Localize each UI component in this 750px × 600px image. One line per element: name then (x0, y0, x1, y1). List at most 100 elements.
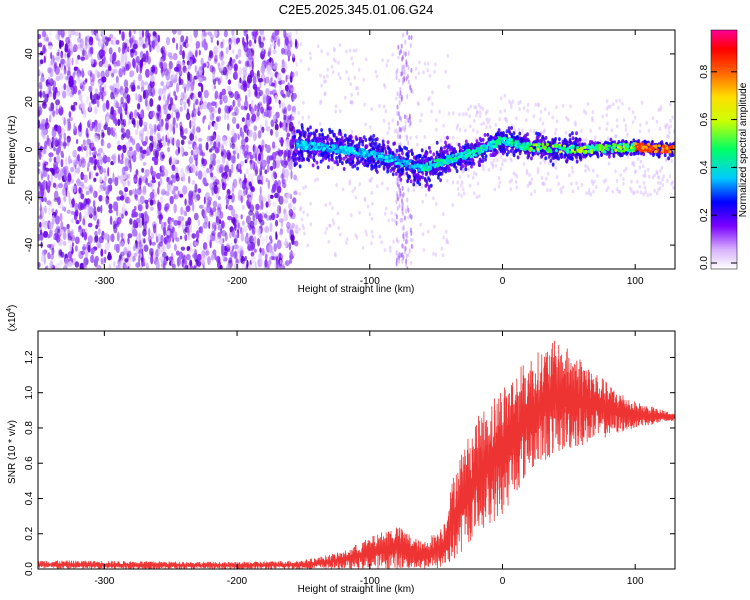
spectrogram-cell (504, 117, 507, 122)
spectrogram-cell (88, 36, 94, 46)
spectrogram-cell (139, 95, 143, 103)
spectrogram-cell (100, 70, 105, 80)
spectrogram-cell (642, 173, 645, 178)
spectrogram-cell (656, 175, 660, 179)
spectrogram-cell (40, 123, 45, 130)
spectrogram-cell (128, 155, 132, 164)
spectrogram-cell (272, 64, 278, 70)
spectrogram-cell (539, 109, 543, 114)
spectrogram-cell (405, 135, 408, 141)
spectrogram-cell (223, 30, 228, 38)
spectrogram-cell (157, 34, 161, 43)
spectrogram-cell (472, 128, 475, 133)
spectrogram-cell (266, 214, 270, 221)
spectrogram-cell (66, 138, 70, 147)
spectrogram-cell (407, 79, 410, 85)
spectrogram-cell (223, 95, 228, 104)
spectrogram-cell (86, 133, 89, 139)
spectrogram-cell (43, 34, 49, 42)
spectrogram-cell (120, 127, 125, 133)
spectrogram-cell (487, 167, 491, 172)
spectrogram-cell (261, 144, 264, 152)
spectrogram-cell (270, 35, 274, 43)
spectrogram-cell (171, 30, 177, 35)
spectrogram-cell (265, 177, 268, 183)
spectrogram-cell (80, 193, 85, 200)
spectrogram-cell (286, 50, 292, 58)
spectrogram-cell (148, 91, 153, 97)
spectrogram-cell (243, 106, 248, 111)
spectrogram-cell (187, 62, 192, 70)
spectrogram-cell (462, 191, 466, 196)
spectrogram-cell (321, 132, 324, 137)
spectrogram-cell (575, 159, 579, 164)
spectrogram-cell (124, 249, 128, 255)
spectrogram-cell (418, 154, 422, 159)
spectrogram-cell (162, 141, 167, 147)
spectrogram-cell (446, 53, 450, 58)
spectrogram-cell (113, 69, 118, 74)
spectrogram-cell (84, 158, 87, 164)
spectrogram-cell (108, 47, 113, 55)
spectrogram-cell (374, 145, 377, 150)
spectrogram-cell (442, 212, 445, 217)
spectrogram-cell (338, 76, 342, 80)
spectrogram-cell (110, 126, 114, 136)
spectrogram-cell (546, 188, 549, 193)
spectrogram-cell (567, 117, 570, 122)
spectrogram-cell (94, 135, 100, 143)
spectrogram-cell (304, 184, 308, 189)
spectrogram-cell (569, 140, 572, 145)
spectrogram-cell (467, 107, 470, 112)
spectrogram-cell (127, 233, 133, 239)
spectrogram-cell (386, 140, 390, 145)
spectrogram-cell (408, 113, 411, 119)
spectrogram-cell (276, 35, 280, 45)
spectrogram-cell (303, 231, 306, 236)
spectrogram-cell (229, 230, 232, 239)
spectrogram-cell (139, 38, 144, 45)
spectrogram-cell (642, 164, 645, 169)
spectrogram-cell (526, 102, 530, 107)
spectrogram-cell (200, 83, 204, 93)
spectrogram-cell (57, 172, 62, 181)
spectrogram-cell (254, 165, 259, 175)
spectrogram-cell (295, 224, 299, 229)
spectrogram-cell (211, 146, 216, 151)
spectrogram-cell (145, 202, 149, 210)
spectrogram-cell (397, 44, 400, 50)
spectrogram-cell (69, 244, 72, 252)
spectrogram-cell (151, 40, 155, 49)
spectrogram-cell (374, 69, 378, 74)
spectrogram-cell (228, 136, 232, 144)
spectrogram-cell (289, 193, 292, 198)
spectrogram-cell (543, 182, 546, 186)
spectrogram-cell (279, 230, 283, 236)
spectrogram-cell (271, 151, 277, 162)
spectrogram-cell (671, 115, 674, 120)
spectrogram-cell (530, 192, 533, 197)
spectrogram-cell (154, 36, 158, 47)
spectrogram-cell (405, 253, 408, 259)
spectrogram-cell (264, 76, 270, 84)
spectrogram-cell (291, 222, 295, 229)
spectrogram-cell (237, 222, 241, 230)
spectrogram-cell (189, 88, 193, 95)
spectrogram-cell (103, 256, 107, 264)
spectrogram-cell (388, 245, 392, 250)
spectrogram-cell (194, 241, 199, 246)
spectrogram-cell (126, 94, 131, 104)
spectrogram-cell (295, 61, 298, 67)
spectrogram-cell (243, 75, 246, 82)
spectrogram-cell (191, 180, 196, 185)
spectrogram-cell (202, 177, 207, 185)
spectrogram-cell (385, 206, 388, 211)
spectrogram-cell (291, 71, 295, 78)
spectrogram-cell (632, 191, 635, 196)
spectrogram-cell (289, 159, 294, 166)
spectrogram-cell (292, 54, 295, 59)
spectrogram-cell (202, 76, 207, 81)
spectrogram-cell (602, 179, 606, 184)
spectrogram-cell (612, 154, 616, 158)
spectrogram-cell (672, 185, 675, 190)
